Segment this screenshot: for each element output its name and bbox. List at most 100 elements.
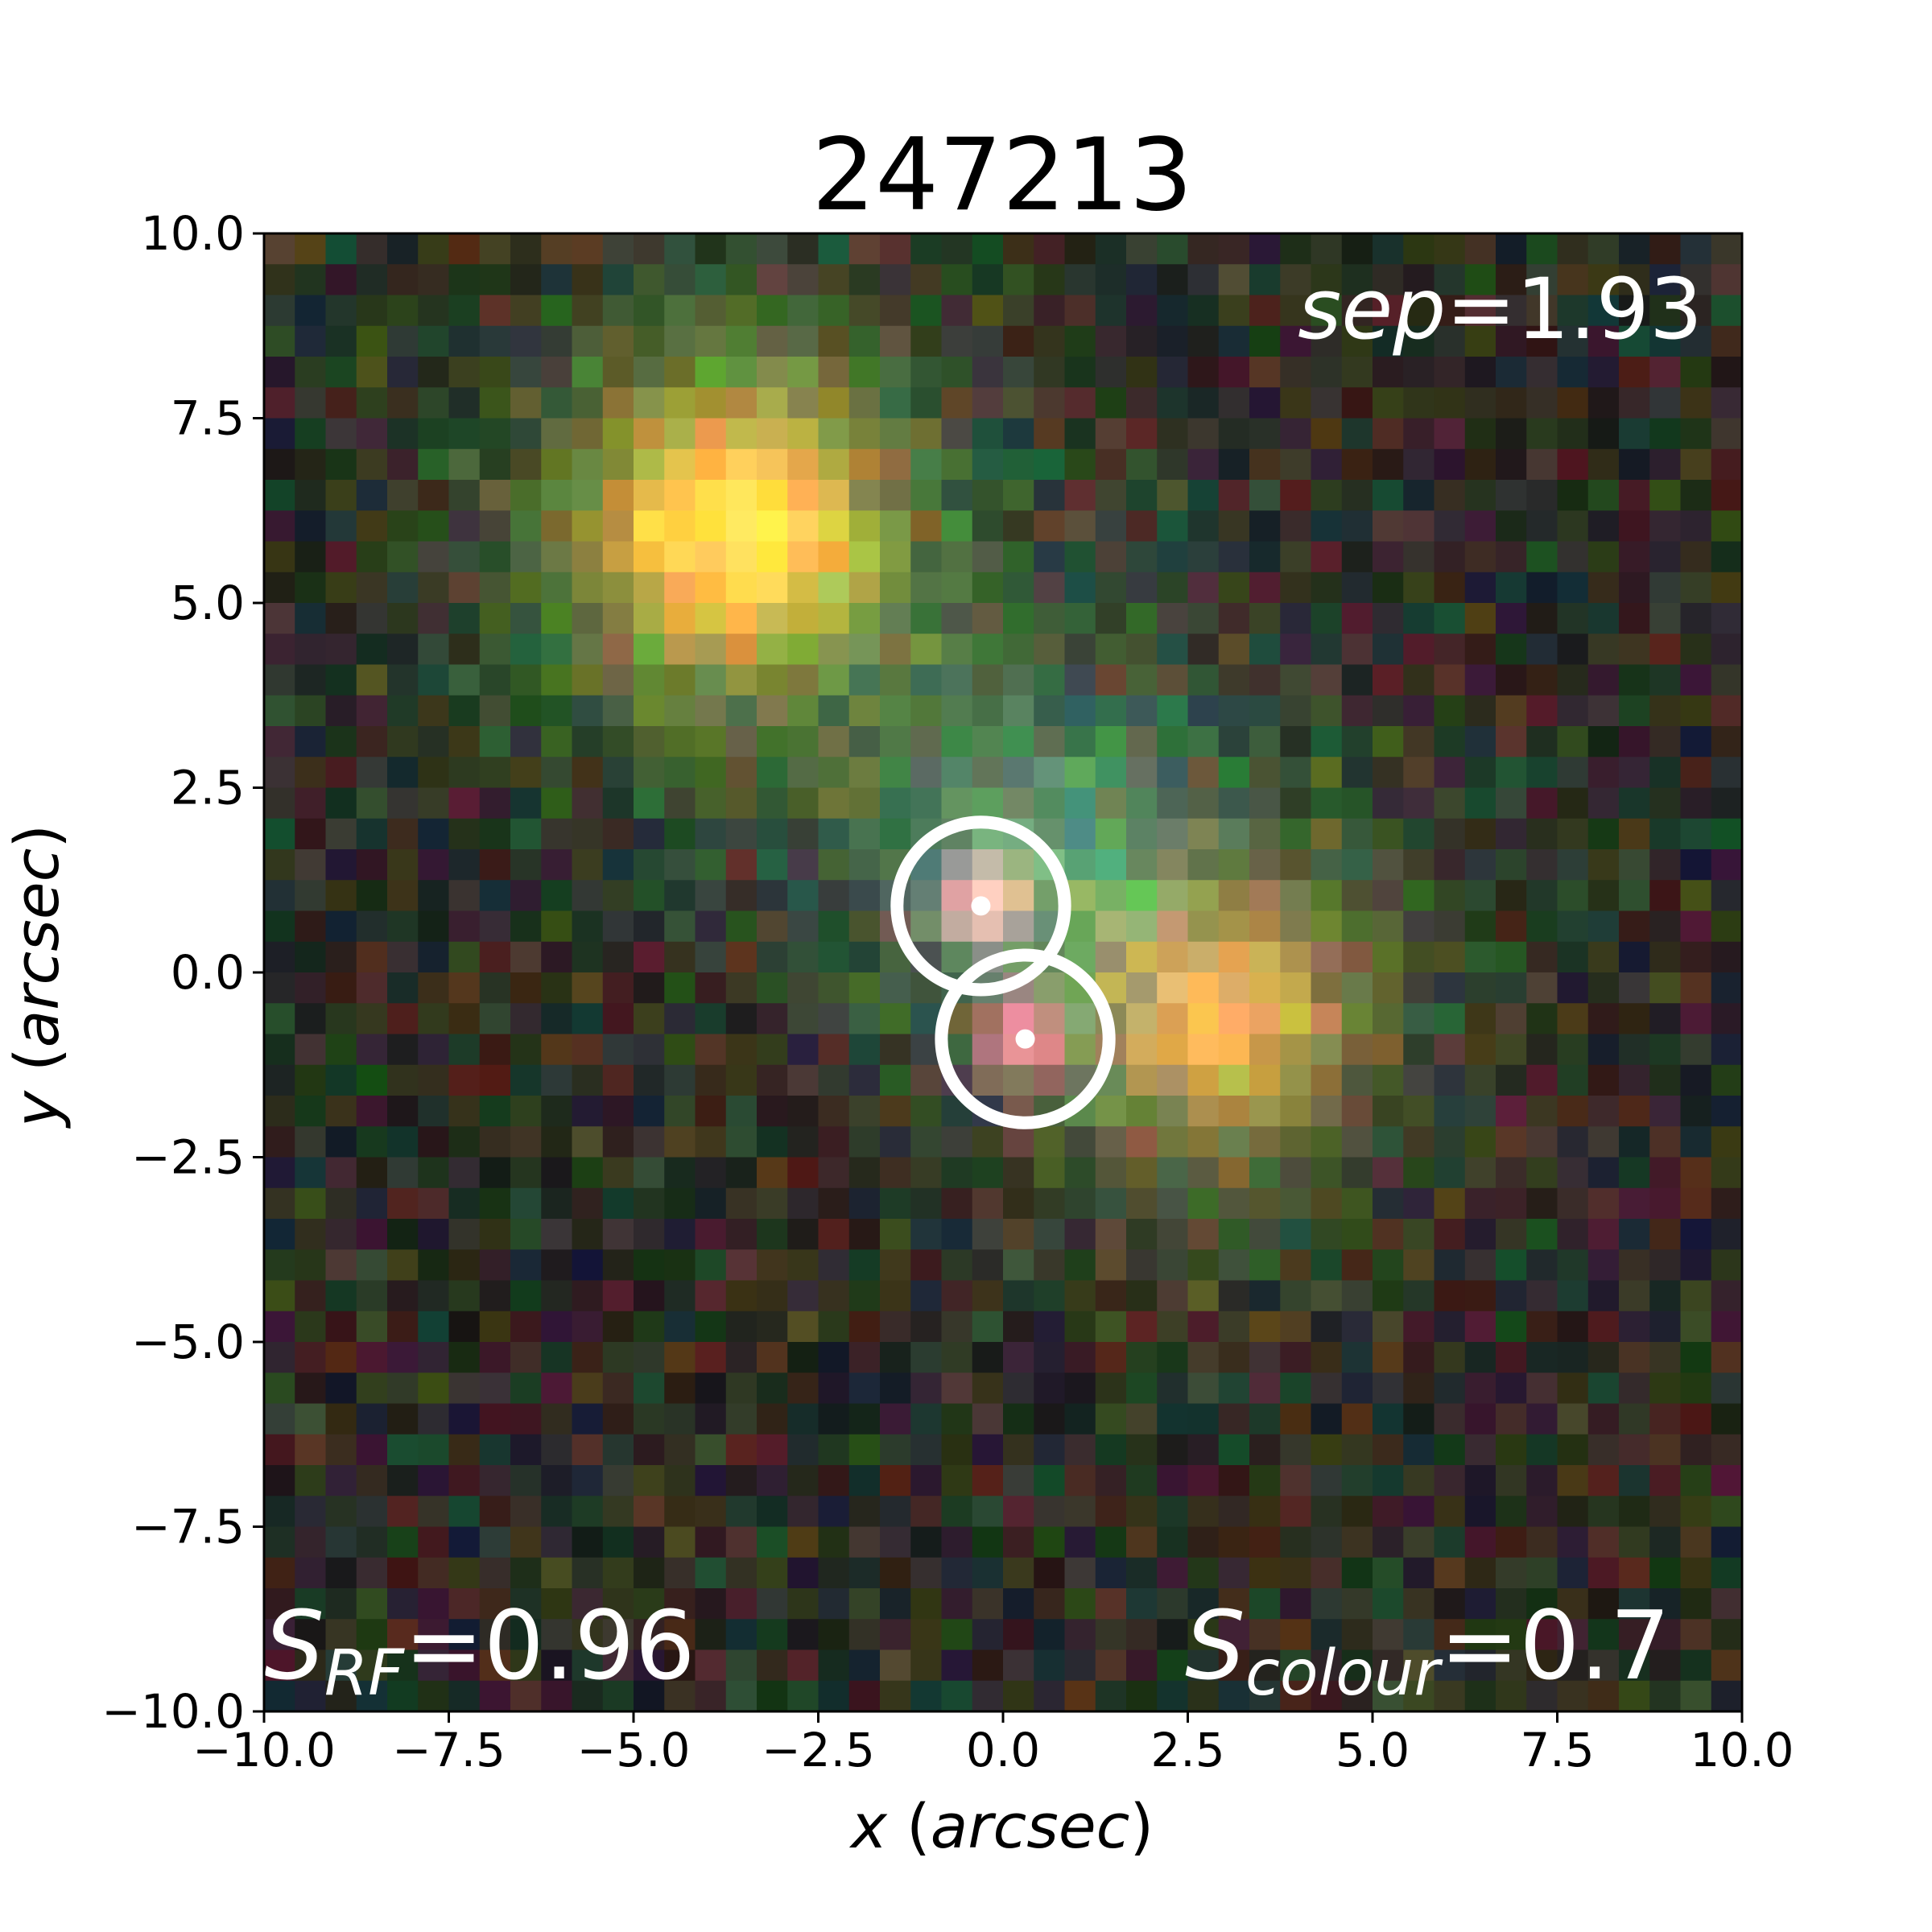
image-pixel: [510, 1157, 542, 1189]
image-pixel: [1341, 233, 1373, 265]
image-pixel: [818, 1249, 850, 1282]
image-pixel: [1403, 695, 1435, 727]
image-pixel: [572, 1588, 604, 1620]
image-pixel: [325, 541, 357, 573]
image-pixel: [1249, 757, 1281, 789]
image-pixel: [1619, 1096, 1650, 1127]
image-pixel: [757, 664, 788, 696]
image-pixel: [1373, 1249, 1404, 1282]
image-pixel: [1311, 448, 1343, 481]
image-pixel: [541, 418, 573, 450]
image-pixel: [356, 1619, 388, 1651]
image-pixel: [418, 787, 450, 819]
image-pixel: [757, 972, 788, 1004]
image-pixel: [1218, 664, 1250, 696]
image-pixel: [848, 572, 881, 604]
image-pixel: [1187, 1249, 1220, 1282]
x-tick-label: 5.0: [1335, 1723, 1410, 1777]
image-pixel: [1434, 1557, 1466, 1589]
image-pixel: [387, 787, 419, 819]
image-pixel: [1649, 1588, 1682, 1620]
image-pixel: [1649, 1096, 1682, 1127]
image-pixel: [664, 264, 696, 296]
image-pixel: [1619, 1219, 1650, 1250]
image-pixel: [725, 1126, 758, 1158]
image-pixel: [1464, 264, 1496, 296]
y-axis-unit: arcsec: [1, 848, 72, 1048]
image-pixel: [572, 572, 604, 604]
image-pixel: [1218, 1096, 1250, 1127]
image-pixel: [695, 1373, 727, 1405]
image-pixel: [1587, 1403, 1620, 1435]
image-pixel: [818, 1649, 850, 1682]
image-pixel: [1218, 972, 1250, 1004]
image-pixel: [1403, 510, 1435, 543]
image-pixel: [725, 1034, 758, 1066]
image-pixel: [725, 1342, 758, 1373]
image-pixel: [1434, 448, 1466, 481]
image-pixel: [1034, 972, 1066, 1004]
image-pixel: [664, 1187, 696, 1220]
image-pixel: [910, 880, 943, 912]
image-pixel: [910, 357, 943, 388]
image-pixel: [602, 972, 634, 1004]
image-pixel: [264, 1003, 295, 1035]
image-pixel: [1649, 1034, 1682, 1066]
image-pixel: [541, 1157, 573, 1189]
image-pixel: [356, 387, 388, 419]
image-pixel: [541, 480, 573, 511]
image-pixel: [572, 1187, 604, 1220]
image-pixel: [1157, 1219, 1189, 1250]
image-pixel: [1434, 541, 1466, 573]
image-pixel: [479, 757, 511, 789]
image-pixel: [325, 233, 357, 265]
image-pixel: [325, 1588, 357, 1620]
image-pixel: [1187, 1342, 1220, 1373]
image-pixel: [664, 1342, 696, 1373]
image-pixel: [541, 1434, 573, 1466]
image-pixel: [1496, 726, 1527, 758]
image-pixel: [572, 387, 604, 419]
image-pixel: [1373, 1434, 1404, 1466]
image-pixel: [1434, 757, 1466, 789]
image-pixel: [1496, 1465, 1527, 1496]
image-pixel: [1526, 972, 1558, 1004]
image-pixel: [725, 1496, 758, 1528]
image-pixel: [325, 1619, 357, 1651]
image-pixel: [910, 1096, 943, 1127]
image-pixel: [356, 1126, 388, 1158]
image-pixel: [664, 1403, 696, 1435]
image-pixel: [418, 1496, 450, 1528]
image-pixel: [572, 233, 604, 265]
image-pixel: [1587, 1526, 1620, 1558]
image-pixel: [1649, 880, 1682, 912]
image-pixel: [1157, 664, 1189, 696]
image-pixel: [941, 941, 973, 973]
image-pixel: [695, 726, 727, 758]
image-pixel: [634, 664, 665, 696]
image-pixel: [1218, 1373, 1250, 1405]
image-pixel: [910, 1064, 943, 1096]
image-pixel: [787, 264, 819, 296]
image-pixel: [1249, 325, 1281, 357]
s-colour-symbol: S: [1185, 1590, 1245, 1701]
image-pixel: [664, 726, 696, 758]
image-pixel: [1003, 1403, 1034, 1435]
image-pixel: [1649, 1403, 1682, 1435]
image-pixel: [1464, 1403, 1496, 1435]
image-pixel: [356, 1496, 388, 1528]
image-pixel: [448, 1249, 481, 1282]
image-pixel: [1373, 757, 1404, 789]
image-pixel: [510, 849, 542, 881]
image-pixel: [818, 387, 850, 419]
image-pixel: [1249, 880, 1281, 912]
image-pixel: [1649, 634, 1682, 666]
image-pixel: [972, 510, 1004, 543]
image-pixel: [295, 1034, 327, 1066]
image-pixel: [848, 1249, 881, 1282]
image-pixel: [1218, 1403, 1250, 1435]
image-pixel: [1064, 1465, 1096, 1496]
image-pixel: [1341, 726, 1373, 758]
image-pixel: [1496, 849, 1527, 881]
separation-annotation: sep=1.93: [1298, 260, 1703, 358]
